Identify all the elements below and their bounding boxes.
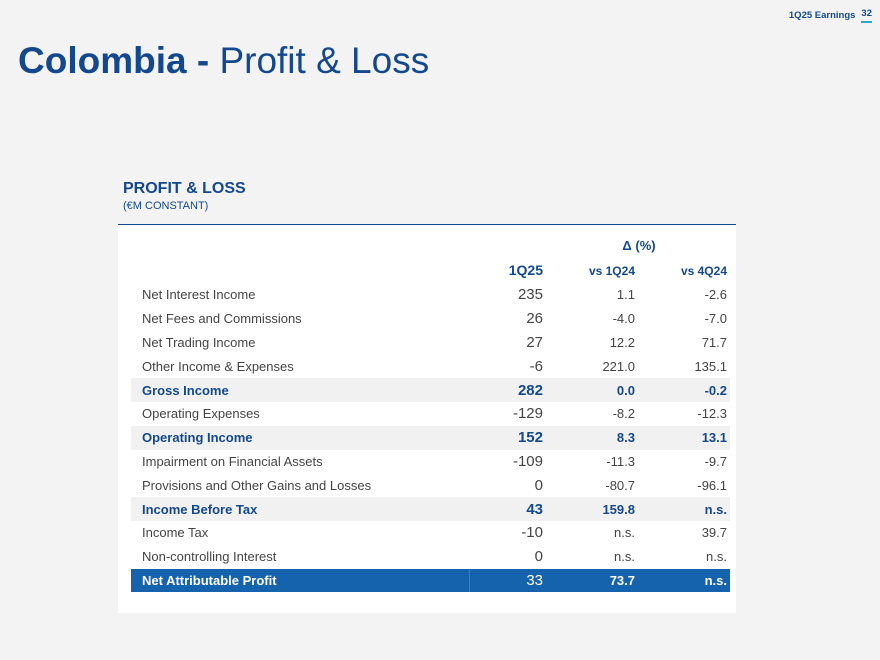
- table-row-highlight: Gross Income 282 0.0 -0.2: [131, 378, 730, 402]
- row-value: 0: [534, 476, 543, 494]
- row-vs-4q24: -12.3: [697, 406, 727, 422]
- row-value: 0: [534, 548, 543, 566]
- table-row: Impairment on Financial Assets -109 -11.…: [131, 450, 730, 474]
- page-title: Colombia - Profit & Loss: [18, 40, 429, 82]
- row-value: -6: [529, 357, 543, 375]
- row-vs-4q24: -7.0: [704, 311, 727, 327]
- row-vs-1q24: -8.2: [612, 406, 635, 422]
- row-value: 235: [517, 286, 543, 304]
- row-value: -129: [512, 405, 543, 423]
- table-row: Net Interest Income 235 1.1 -2.6: [131, 283, 730, 307]
- row-label: Non-controlling Interest: [142, 549, 277, 565]
- row-label: Net Attributable Profit: [142, 572, 277, 588]
- row-value: 26: [526, 310, 543, 328]
- column-headers: 1Q25 vs 1Q24 vs 4Q24: [131, 262, 730, 280]
- table-row: Other Income & Expenses -6 221.0 135.1: [131, 354, 730, 378]
- row-vs-4q24: n.s.: [704, 572, 727, 588]
- row-label: Other Income & Expenses: [142, 358, 294, 374]
- row-label: Net Fees and Commissions: [142, 311, 302, 327]
- section-subtitle: (€M CONSTANT): [123, 200, 209, 212]
- table-row: Net Trading Income 27 12.2 71.7: [131, 331, 730, 355]
- row-vs-4q24: -0.2: [704, 382, 727, 398]
- row-vs-4q24: -9.7: [704, 453, 727, 469]
- delta-header: Δ (%): [622, 238, 656, 253]
- row-vs-4q24: 71.7: [701, 334, 727, 350]
- section-divider: [118, 224, 736, 225]
- row-label: Operating Income: [142, 430, 253, 446]
- row-vs-4q24: 13.1: [701, 430, 727, 446]
- row-value: -10: [521, 524, 543, 542]
- row-vs-1q24: -4.0: [612, 311, 635, 327]
- table-row-highlight: Income Before Tax 43 159.8 n.s.: [131, 497, 730, 521]
- pl-table: Net Interest Income 235 1.1 -2.6 Net Fee…: [131, 283, 730, 593]
- row-vs-4q24: -96.1: [697, 477, 727, 493]
- row-vs-1q24: 221.0: [602, 358, 635, 374]
- row-vs-4q24: 39.7: [701, 525, 727, 541]
- table-row: Income Tax -10 n.s. 39.7: [131, 521, 730, 545]
- section-title: PROFIT & LOSS: [123, 180, 246, 197]
- row-label: Income Before Tax: [142, 501, 258, 517]
- row-label: Gross Income: [142, 382, 229, 398]
- row-label: Operating Expenses: [142, 406, 260, 422]
- title-rest: Profit & Loss: [219, 40, 430, 81]
- table-row: Net Fees and Commissions 26 -4.0 -7.0: [131, 307, 730, 331]
- row-vs-1q24: 12.2: [609, 334, 635, 350]
- row-value: 282: [517, 381, 543, 399]
- row-label: Income Tax: [142, 525, 209, 541]
- col-header-current: 1Q25: [508, 262, 543, 278]
- table-card: [118, 225, 736, 613]
- row-vs-1q24: -80.7: [605, 477, 635, 493]
- col-header-vs-4q24: vs 4Q24: [680, 264, 727, 278]
- row-value: 152: [517, 429, 543, 447]
- row-vs-1q24: n.s.: [614, 525, 635, 541]
- row-vs-4q24: -2.6: [704, 287, 727, 303]
- page-number: 32: [861, 8, 872, 23]
- table-row: Operating Expenses -129 -8.2 -12.3: [131, 402, 730, 426]
- row-vs-4q24: n.s.: [706, 549, 727, 565]
- row-value: 43: [526, 500, 543, 518]
- row-vs-1q24: 159.8: [602, 501, 635, 517]
- row-value: 33: [526, 571, 543, 589]
- row-label: Provisions and Other Gains and Losses: [142, 477, 372, 493]
- row-vs-1q24: 73.7: [609, 572, 635, 588]
- row-vs-1q24: n.s.: [614, 549, 635, 565]
- row-label: Net Trading Income: [142, 334, 256, 350]
- row-vs-1q24: 0.0: [616, 382, 635, 398]
- table-row-total: Net Attributable Profit 33 73.7 n.s.: [131, 568, 730, 593]
- row-vs-1q24: 8.3: [616, 430, 635, 446]
- row-label: Net Interest Income: [142, 287, 256, 303]
- row-vs-4q24: n.s.: [704, 501, 727, 517]
- row-vs-1q24: 1.1: [616, 287, 635, 303]
- row-label: Impairment on Financial Assets: [142, 453, 323, 469]
- column-separator: [469, 568, 470, 593]
- table-row-highlight: Operating Income 152 8.3 13.1: [131, 425, 730, 450]
- table-row: Provisions and Other Gains and Losses 0 …: [131, 473, 730, 497]
- row-value: 27: [526, 333, 543, 351]
- row-vs-4q24: 135.1: [694, 358, 727, 374]
- table-row: Non-controlling Interest 0 n.s. n.s.: [131, 545, 730, 569]
- slide-header: 1Q25 Earnings 32: [789, 8, 872, 23]
- row-value: -109: [512, 452, 543, 470]
- title-country: Colombia -: [18, 40, 210, 81]
- row-vs-1q24: -11.3: [606, 453, 635, 469]
- col-header-vs-1q24: vs 1Q24: [588, 264, 635, 278]
- earnings-label: 1Q25 Earnings: [788, 10, 856, 21]
